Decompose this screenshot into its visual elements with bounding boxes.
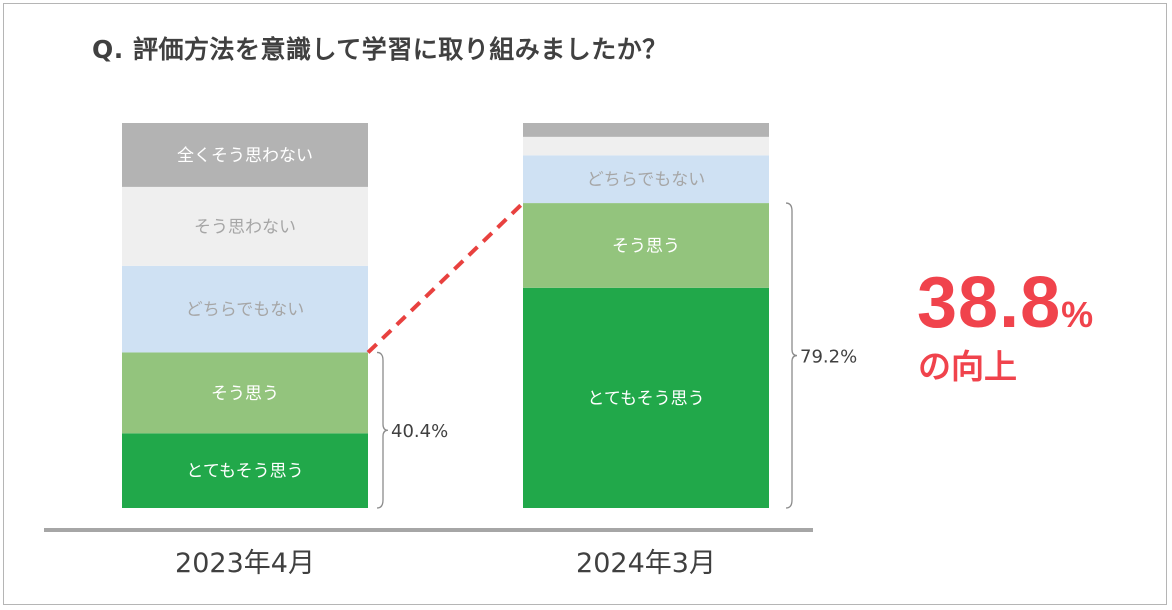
segment-label-0-1: そう思う [211,384,279,404]
segment-label-0-0: とてもそう思う [186,462,303,482]
segment-label-1-1: そう思う [612,236,680,256]
bar-segment-1-1 [523,203,769,288]
chart-title: Q. 評価方法を意識して学習に取り組みましたか？ [92,35,668,64]
segment-label-1-2: どちらでもない [587,170,706,190]
improvement-callout: 38.8% [917,262,1093,344]
segment-label-0-3: そう思わない [194,217,296,237]
segment-label-0-4: 全くそう思わない [177,146,313,166]
bar-segment-0-1 [122,352,368,434]
bar-segment-1-3 [523,136,769,156]
bar-segment-0-4 [122,123,368,187]
bar-segment-1-2 [523,155,769,204]
total-label-1: 79.2% [800,347,857,368]
bar-segment-1-4 [523,123,769,137]
total-label-0: 40.4% [391,421,448,442]
bar-segment-0-2 [122,265,368,353]
improvement-text: の向上 [918,347,1017,386]
segment-label-1-0: とてもそう思う [587,389,704,409]
improvement-unit: % [1061,294,1094,335]
category-label-0: 2023年4月 [175,548,315,579]
segment-label-0-2: どちらでもない [186,300,305,320]
bar-segment-0-0 [122,433,368,508]
total-brace-0 [376,351,389,509]
connector-line [366,201,525,354]
total-brace-1 [785,202,798,509]
bar-segment-0-3 [122,186,368,266]
improvement-value: 38.8 [917,263,1062,343]
category-label-1: 2024年3月 [576,548,716,579]
bar-segment-1-0 [523,287,769,508]
